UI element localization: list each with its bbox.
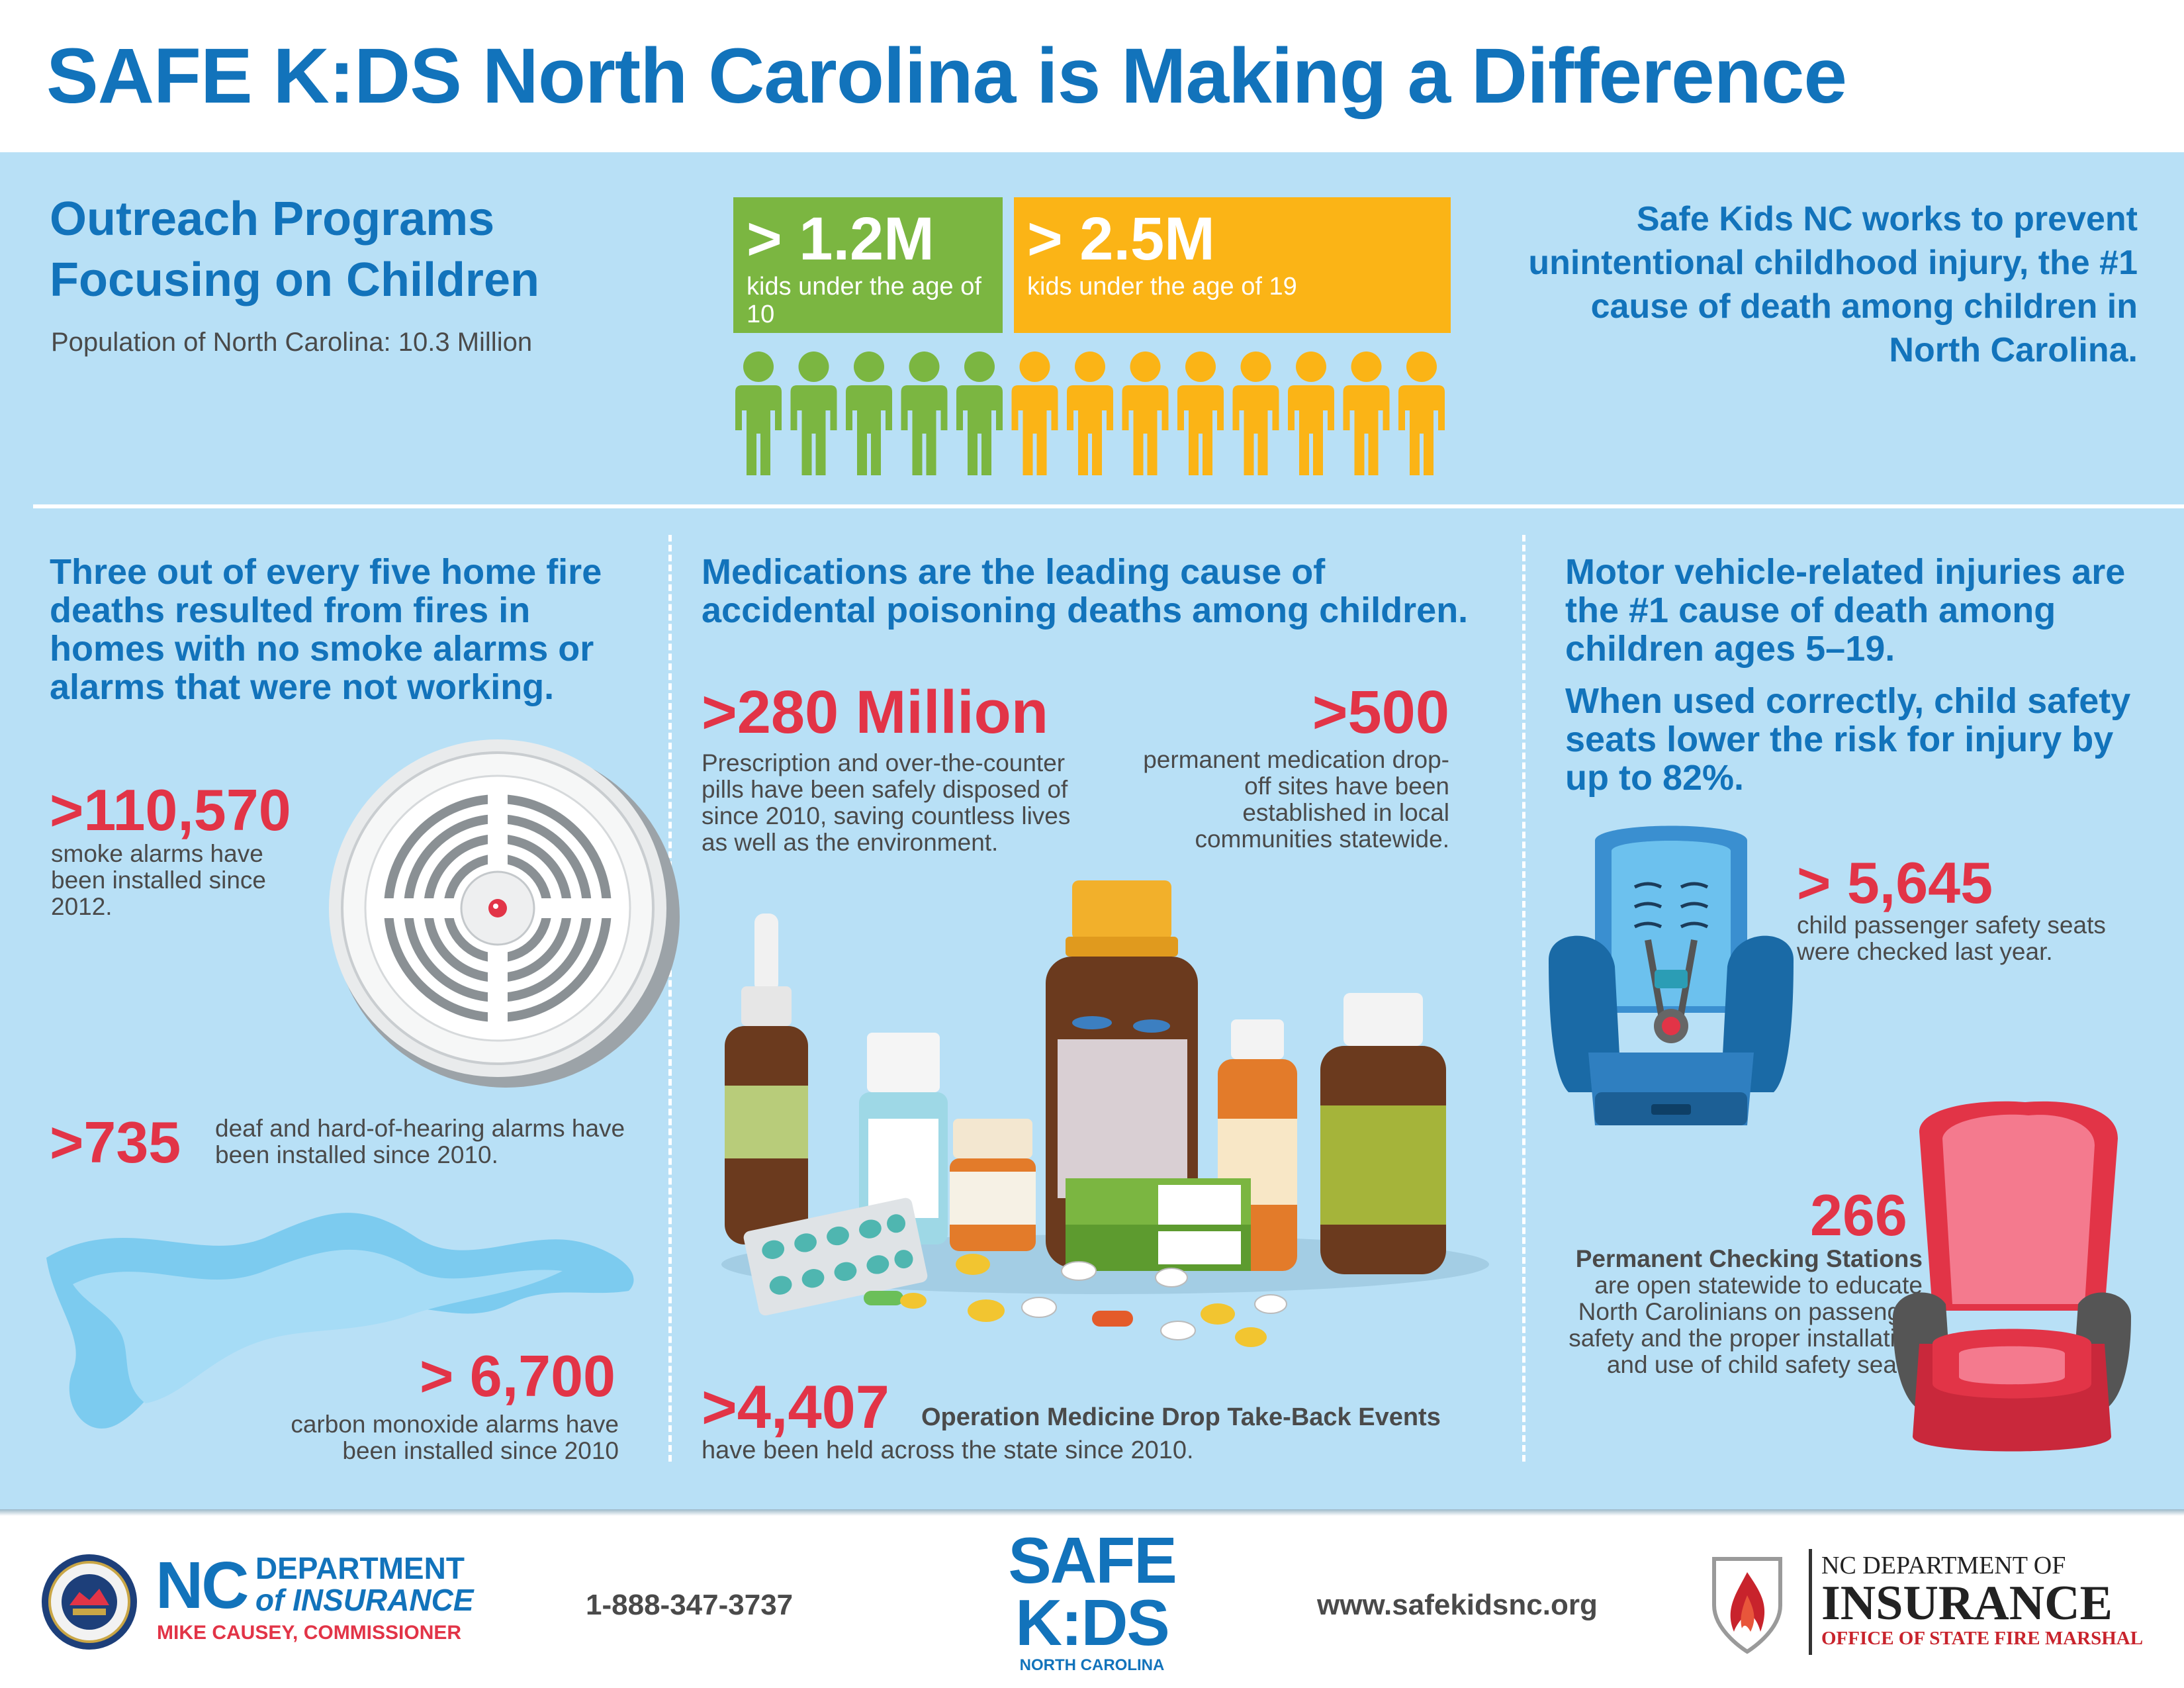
mission-statement: Safe Kids NC works to prevent unintentio… <box>1528 200 2138 369</box>
fire-marshal-emblem-logo <box>1712 1557 1782 1654</box>
person-icon <box>846 352 892 475</box>
column-divider-right <box>1522 535 1525 1462</box>
stat-box-under-10: > 1.2M kids under the age of 10 <box>733 197 1003 333</box>
takeback-events-label: Operation Medicine Drop Take-Back Events <box>921 1403 1441 1431</box>
fire-marshal-line2: INSURANCE <box>1821 1576 2113 1630</box>
nc-logo-mark: NC <box>156 1548 249 1622</box>
checking-stations-text: Permanent Checking Stations are open sta… <box>1552 1246 1923 1378</box>
footer-divider <box>0 1509 2184 1516</box>
safe-kids-logo-line1: SAFE <box>1008 1524 1177 1597</box>
smoke-alarm-text: smoke alarms have been installed since 2… <box>51 840 266 920</box>
vehicle-section-subtitle: When used correctly, child safety seats … <box>1565 681 2131 798</box>
seats-checked-text: child passenger safety seats were checke… <box>1797 912 2106 965</box>
nc-logo-line2: of INSURANCE <box>255 1583 474 1617</box>
co-alarm-text: carbon monoxide alarms have been install… <box>291 1411 619 1464</box>
fire-section-title: Three out of every five home fire deaths… <box>50 552 602 707</box>
booster-seat-icon <box>1893 1101 2131 1452</box>
person-icon <box>956 352 1003 475</box>
stat-label: kids under the age of 10 <box>747 273 981 328</box>
nc-logo-line1: DEPARTMENT <box>255 1551 465 1585</box>
phone-number[interactable]: 1-888-347-3737 <box>586 1589 794 1621</box>
commissioner-name: MIKE CAUSEY, COMMISSIONER <box>157 1622 462 1644</box>
pills-disposed-text: Prescription and over-the-counter pills … <box>702 749 1071 856</box>
co-alarm-count: > 6,700 <box>419 1343 615 1409</box>
nc-logo-dept: DEPARTMENT of INSURANCE <box>255 1552 474 1616</box>
people-icons <box>735 352 1445 475</box>
stat-box-under-19: > 2.5M kids under the age of 19 <box>1014 197 1451 333</box>
deaf-alarm-text: deaf and hard-of-hearing alarms have bee… <box>215 1115 625 1168</box>
website-link[interactable]: www.safekidsnc.org <box>1317 1589 1598 1621</box>
deaf-alarm-count: >735 <box>50 1109 181 1175</box>
stat-value: > 1.2M <box>747 205 934 273</box>
takeback-events-count: >4,407 <box>702 1374 889 1441</box>
smoke-cloud-illustration <box>46 1213 634 1429</box>
stat-label: kids under the age of 19 <box>1027 273 1297 301</box>
vehicle-section-title: Motor vehicle-related injuries are the #… <box>1565 552 2126 669</box>
column-divider-left <box>668 535 672 1462</box>
population-text: Population of North Carolina: 10.3 Milli… <box>51 328 533 357</box>
safe-kids-logo-line3: NORTH CAROLINA <box>1019 1656 1165 1674</box>
page-title: SAFE K:DS North Carolina is Making a Dif… <box>46 32 1847 120</box>
smoke-alarm-count: >110,570 <box>50 777 291 843</box>
section-divider <box>33 504 2184 508</box>
takeback-events-text: have been held across the state since 20… <box>702 1436 1194 1464</box>
dropoff-sites-count: >500 <box>1312 679 1449 746</box>
person-icon <box>1288 352 1334 475</box>
person-icon <box>1067 352 1113 475</box>
person-icon <box>1232 352 1279 475</box>
checking-stations-count: 266 <box>1810 1182 1907 1248</box>
safe-kids-logo: SAFE K:DS NORTH CAROLINA <box>993 1524 1191 1675</box>
fire-marshal-logo-text: NC DEPARTMENT OF INSURANCE OFFICE OF STA… <box>1821 1552 2152 1649</box>
nc-state-seal-logo <box>42 1554 137 1650</box>
person-icon <box>790 352 837 475</box>
person-icon <box>1122 352 1169 475</box>
car-seat-icon <box>1549 825 1794 1125</box>
fire-marshal-line3: OFFICE OF STATE FIRE MARSHAL <box>1821 1628 2144 1649</box>
fire-marshal-divider <box>1809 1549 1812 1655</box>
person-icon <box>1398 352 1445 475</box>
person-icon <box>1011 352 1058 475</box>
seats-checked-count: > 5,645 <box>1797 850 1993 915</box>
safe-kids-logo-line2: K:DS <box>1015 1586 1170 1659</box>
person-icon <box>1177 352 1224 475</box>
medications-illustration <box>721 880 1489 1347</box>
pills-disposed-count: >280 Million <box>702 679 1049 746</box>
dropoff-sites-text: permanent medication drop-off sites have… <box>1143 746 1449 853</box>
stat-value: > 2.5M <box>1027 205 1215 273</box>
person-icon <box>901 352 948 475</box>
checking-stations-description: are open statewide to educate North Caro… <box>1569 1272 1923 1378</box>
person-icon <box>1343 352 1390 475</box>
fire-marshal-line1: NC DEPARTMENT OF <box>1821 1552 2066 1579</box>
person-icon <box>735 352 782 475</box>
nc-doi-logo: NC DEPARTMENT of INSURANCE <box>156 1552 474 1618</box>
smoke-alarm-icon <box>329 739 680 1088</box>
outreach-title: Outreach Programs Focusing on Children <box>50 193 539 306</box>
checking-stations-label: Permanent Checking Stations <box>1575 1245 1923 1272</box>
medications-section-title: Medications are the leading cause of acc… <box>702 552 1469 630</box>
